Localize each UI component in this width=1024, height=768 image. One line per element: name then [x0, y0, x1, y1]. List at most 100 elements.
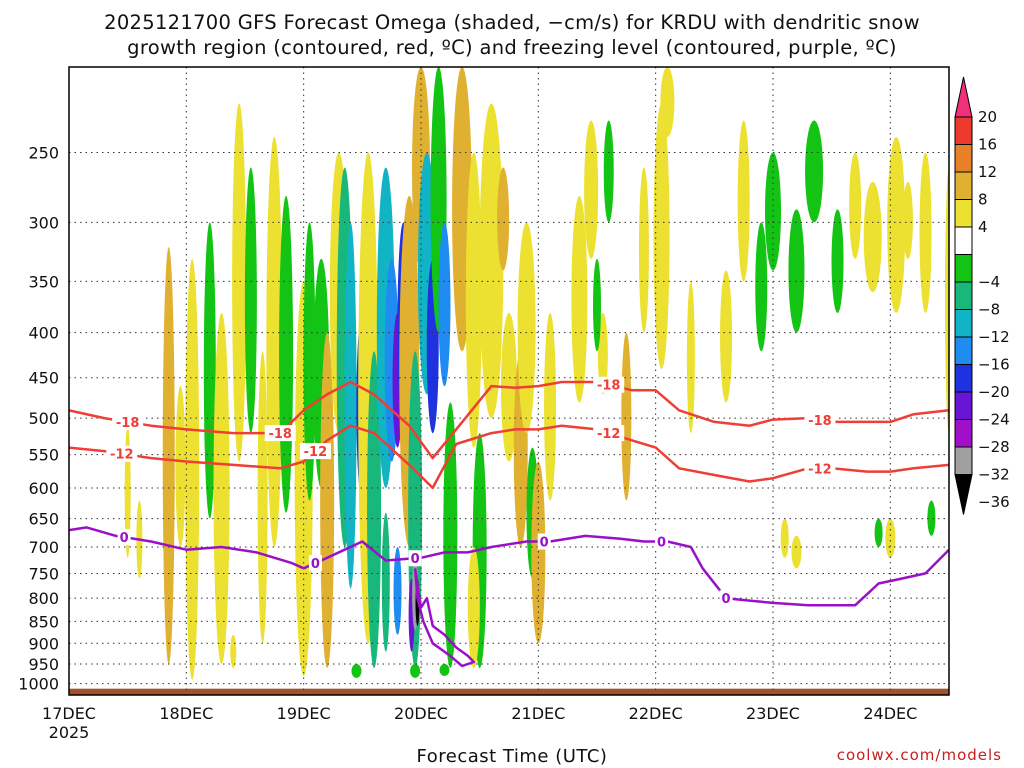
- contour-label: 0: [120, 531, 129, 546]
- contour-label: 0: [722, 592, 731, 607]
- y-tick-label: 900: [28, 634, 59, 653]
- colorbar-swatch: [954, 336, 973, 365]
- omega-shade-cell: [927, 500, 936, 536]
- contour-label-bg: [655, 533, 669, 550]
- y-tick-label: 650: [28, 510, 59, 529]
- omega-shade-cell: [788, 209, 805, 333]
- contour-label: 0: [657, 535, 666, 550]
- y-tick-label: 850: [28, 612, 59, 631]
- colorbar-tick-label: −8: [978, 301, 1000, 319]
- contour-label: -18: [268, 427, 292, 442]
- contour-label: 0: [540, 535, 549, 550]
- colorbar-swatch: [954, 281, 973, 310]
- omega-shade-cell: [653, 103, 670, 370]
- y-tick-label: 550: [28, 446, 59, 465]
- plot-frame: [68, 66, 950, 696]
- contour-line-0-closed: [413, 568, 476, 668]
- y-axis-ticks: 250 300 350 400 450 500 550 600 650 700 750 800 850 9…: [18, 143, 59, 693]
- contour-label-bg: [719, 590, 733, 607]
- contour-label: 0: [411, 552, 420, 567]
- omega-shade-cell: [791, 535, 802, 569]
- x-tick-label: 21DEC: [511, 704, 565, 723]
- contour-line-0: [69, 526, 949, 607]
- colorbar-swatch: [954, 419, 973, 448]
- omega-shade-cell: [902, 181, 913, 259]
- x-tick-label: 19DEC: [277, 704, 331, 723]
- colorbar-tick-label: −16: [978, 356, 1010, 374]
- x-year-label: 2025: [49, 723, 90, 742]
- colorbar-tick-label: 8: [978, 191, 988, 209]
- omega-shade-cell: [887, 136, 906, 313]
- omega-shade-cell: [831, 209, 844, 313]
- x-tick-label: 20DEC: [394, 704, 448, 723]
- omega-shade-cell: [805, 120, 824, 223]
- contour-label-bg: [117, 529, 131, 546]
- omega-shade-cell: [367, 351, 382, 669]
- y-tick-label: 800: [28, 589, 59, 608]
- omega-shade-cell: [266, 136, 283, 548]
- y-tick-label: 950: [28, 655, 59, 674]
- contour-label: -18: [808, 414, 832, 429]
- colorbar-swatch: [954, 171, 973, 200]
- x-tick-label: 24DEC: [863, 704, 917, 723]
- contour-label: -12: [808, 462, 832, 477]
- colorbar-tick-label: −24: [978, 411, 1010, 429]
- colorbar-tick-label: −28: [978, 438, 1010, 456]
- contour-label-bg: [804, 460, 836, 477]
- contour-label: -12: [304, 445, 328, 460]
- contour-label: -12: [110, 448, 134, 463]
- contour-label: -12: [597, 427, 621, 442]
- omega-shade-cell: [244, 167, 257, 434]
- omega-shade-cell: [945, 167, 949, 434]
- omega-shade-cell: [465, 152, 482, 448]
- omega-shade-cell: [780, 518, 789, 558]
- terrain-layer: [69, 688, 949, 695]
- omega-shade-cell: [755, 222, 768, 352]
- x-tick-label: 17DEC: [42, 704, 96, 723]
- colorbar-tick-label: −36: [978, 493, 1010, 511]
- contour-label-bg: [593, 425, 625, 442]
- contour-label-bg: [408, 550, 422, 567]
- omega-shade-cell: [230, 634, 237, 669]
- chart-title-line-1: 2025121700 GFS Forecast Omega (shaded, −…: [104, 11, 920, 34]
- omega-shade-cell: [203, 222, 216, 519]
- colorbar-top-triangle: [954, 76, 973, 118]
- omega-shade-cell: [737, 120, 750, 282]
- chart-title: 2025121700 GFS Forecast Omega (shaded, −…: [0, 10, 1024, 60]
- colorbar-swatch: [954, 364, 973, 393]
- contour-label-bg: [593, 376, 625, 393]
- y-tick-label: 700: [28, 538, 59, 557]
- omega-shade-cell: [874, 518, 883, 548]
- x-tick-label: 23DEC: [746, 704, 800, 723]
- colorbar: 20 16 12 8 4 −4 −8 −12 −16 −20 −24 −28 −32 −36: [954, 76, 1010, 515]
- y-tick-label: 300: [28, 213, 59, 232]
- omega-shade-cell: [162, 247, 175, 665]
- contour-label-bg: [106, 445, 138, 462]
- y-tick-label: 250: [28, 143, 59, 162]
- omega-shade-cell: [571, 195, 588, 403]
- colorbar-tick-label: 4: [978, 218, 988, 236]
- omega-shade-cell: [593, 258, 601, 352]
- colorbar-tick-label: −4: [978, 273, 1000, 291]
- colorbar-tick-label: −12: [978, 328, 1010, 346]
- omega-shade-cell: [232, 103, 247, 462]
- omega-shade-cell: [621, 332, 632, 501]
- omega-shade-cell: [381, 512, 390, 652]
- y-tick-label: 600: [28, 479, 59, 498]
- omega-shade-cell: [185, 258, 200, 680]
- omega-shade-cell: [686, 281, 695, 434]
- omega-shade-cell: [467, 547, 480, 669]
- colorbar-tick-label: 20: [978, 108, 997, 126]
- y-tick-label: 450: [28, 369, 59, 388]
- colorbar-swatch: [954, 446, 973, 475]
- omega-shade-cell: [638, 167, 649, 333]
- omega-shade-cell: [213, 312, 230, 665]
- omega-shade-cell: [303, 222, 316, 501]
- colorbar-swatch: [954, 144, 973, 173]
- x-axis-ticks: 17DEC 18DEC 19DEC 20DEC 21DEC 22DEC 23DEC 24DEC…: [42, 704, 917, 742]
- x-axis-label: Forecast Time (UTC): [416, 746, 608, 767]
- omega-shade-cell: [320, 332, 335, 669]
- contour-label-bg: [537, 533, 551, 550]
- colorbar-bottom-triangle: [954, 474, 973, 515]
- omega-shade-cell: [919, 152, 932, 313]
